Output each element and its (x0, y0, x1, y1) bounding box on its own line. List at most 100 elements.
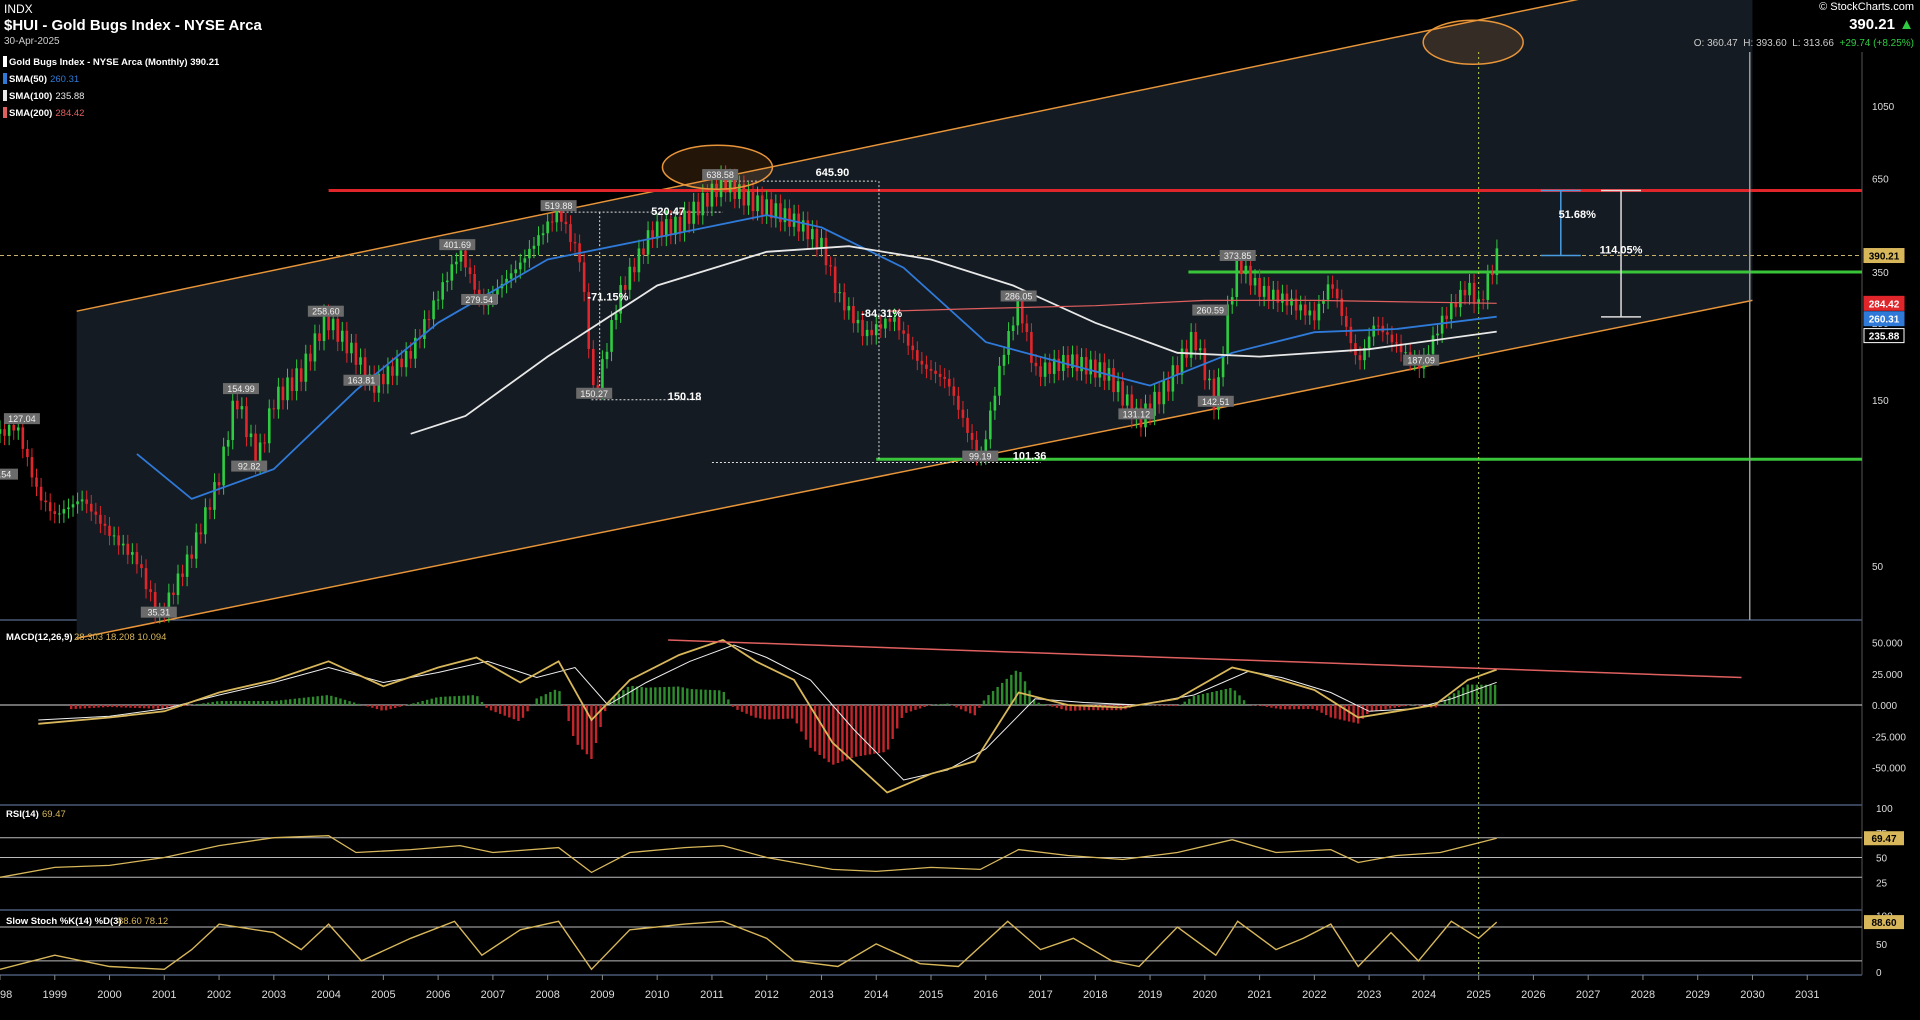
macd-histogram-bar (480, 702, 484, 705)
candle-body (847, 306, 851, 311)
macd-histogram-bar (120, 705, 123, 708)
candle-body (1449, 302, 1453, 320)
price-label-bg (1118, 408, 1155, 420)
macd-histogram-bar (1005, 678, 1008, 705)
candle-body (21, 427, 25, 449)
macd-histogram-bar (494, 705, 497, 713)
candle-body (756, 195, 759, 212)
macd-histogram-bar (991, 691, 995, 705)
candle-body (135, 552, 139, 565)
candle-body (1253, 277, 1257, 286)
x-tick-label: 2028 (1631, 989, 1655, 1001)
candle-body (1066, 354, 1070, 368)
candle-body (290, 377, 294, 392)
sma200-line (887, 299, 1497, 312)
macd-histogram-bar (827, 705, 830, 763)
macd-histogram-bar (435, 697, 438, 705)
candle-body (71, 504, 75, 508)
price-label-bg (962, 450, 999, 462)
candle-body (445, 280, 449, 283)
macd-histogram-bar (836, 705, 840, 763)
candle-body (1130, 394, 1134, 419)
candle-body (811, 229, 814, 240)
candle-body (706, 192, 709, 207)
candle-body (1125, 394, 1129, 406)
macd-histogram-bar (334, 697, 338, 705)
price-label: 279.54 (465, 295, 493, 305)
macd-histogram-bar (959, 705, 963, 710)
macd-histogram-bar (439, 696, 443, 705)
macd-histogram-bar (1434, 705, 1437, 708)
macd-histogram-bar (124, 705, 128, 708)
macd-histogram-bar (1297, 705, 1301, 710)
macd-histogram-bar (1347, 705, 1351, 722)
macd-histogram-bar (1466, 684, 1469, 705)
macd-histogram-bar (1493, 684, 1497, 705)
x-tick-label: 2005 (371, 989, 395, 1001)
macd-histogram-bar (549, 692, 552, 705)
macd-histogram-bar (1366, 705, 1369, 715)
last-price: 390.21 ▲ (1849, 16, 1914, 33)
x-tick-label: 2030 (1740, 989, 1764, 1001)
candle-body (842, 292, 846, 311)
candle-body (865, 329, 869, 337)
macd-histogram-bar (690, 689, 694, 705)
macd-histogram-bar (339, 698, 342, 705)
macd-histogram-bar (270, 701, 274, 705)
macd-histogram-bar (106, 705, 109, 708)
stoch-tag-bg (1864, 915, 1904, 930)
macd-histogram-bar (1037, 702, 1040, 705)
y-tick-label: 50 (1872, 562, 1884, 573)
macd-histogram-bar (1087, 705, 1091, 711)
candle-body (1395, 342, 1398, 344)
candle-body (856, 319, 860, 324)
macd-histogram-bar (448, 696, 452, 705)
macd-histogram-bar (1457, 690, 1460, 705)
macd-histogram-bar (1325, 705, 1328, 716)
price-label-bg (461, 293, 498, 305)
price-tag-bg (1863, 328, 1905, 344)
macd-histogram-bar (854, 705, 858, 757)
macd-histogram-bar (357, 703, 360, 705)
candle-body (957, 395, 960, 410)
candle-body (984, 439, 988, 456)
macd-histogram-bar (731, 705, 735, 707)
macd-histogram-bar (540, 696, 543, 705)
macd-histogram-bar (279, 700, 283, 705)
price-label: 163.81 (348, 376, 376, 386)
macd-histogram-bar (1283, 705, 1287, 710)
x-tick-label: 2026 (1521, 989, 1545, 1001)
candle-body (879, 324, 883, 329)
candle-body (1290, 298, 1293, 306)
macd-histogram-bar (1452, 693, 1456, 705)
annotation-label: 51.68% (1559, 209, 1597, 221)
macd-histogram-bar (375, 705, 379, 710)
macd-histogram-bar (216, 701, 219, 705)
macd-histogram-bar (645, 687, 648, 705)
macd-histogram-bar (672, 686, 675, 705)
legend-swatch (3, 73, 7, 84)
macd-histogram-bar (759, 705, 762, 719)
macd-histogram-bar (1169, 705, 1173, 706)
candle-body (1299, 304, 1302, 311)
x-tick-label: 2000 (97, 989, 121, 1001)
macd-histogram-bar (489, 705, 493, 711)
candle-body (1030, 332, 1033, 363)
macd-histogram-bar (1274, 705, 1278, 709)
macd-histogram-bar (476, 696, 479, 705)
candle-body (58, 513, 61, 515)
candle-body (792, 213, 796, 227)
candle-body (1217, 377, 1220, 411)
candle-body (1025, 323, 1029, 333)
candle-body (108, 525, 111, 536)
legend-swatch (3, 90, 7, 101)
candle-body (1271, 289, 1275, 300)
rsi-y-tick: 100 (1876, 804, 1893, 815)
x-tick-label: 2004 (316, 989, 340, 1001)
macd-histogram-bar (225, 701, 228, 705)
price-label: 92.82 (238, 462, 261, 472)
macd-title: MACD(12,26,9) (6, 632, 73, 643)
price-label: 519.88 (545, 201, 573, 211)
macd-histogram-bar (444, 696, 447, 705)
